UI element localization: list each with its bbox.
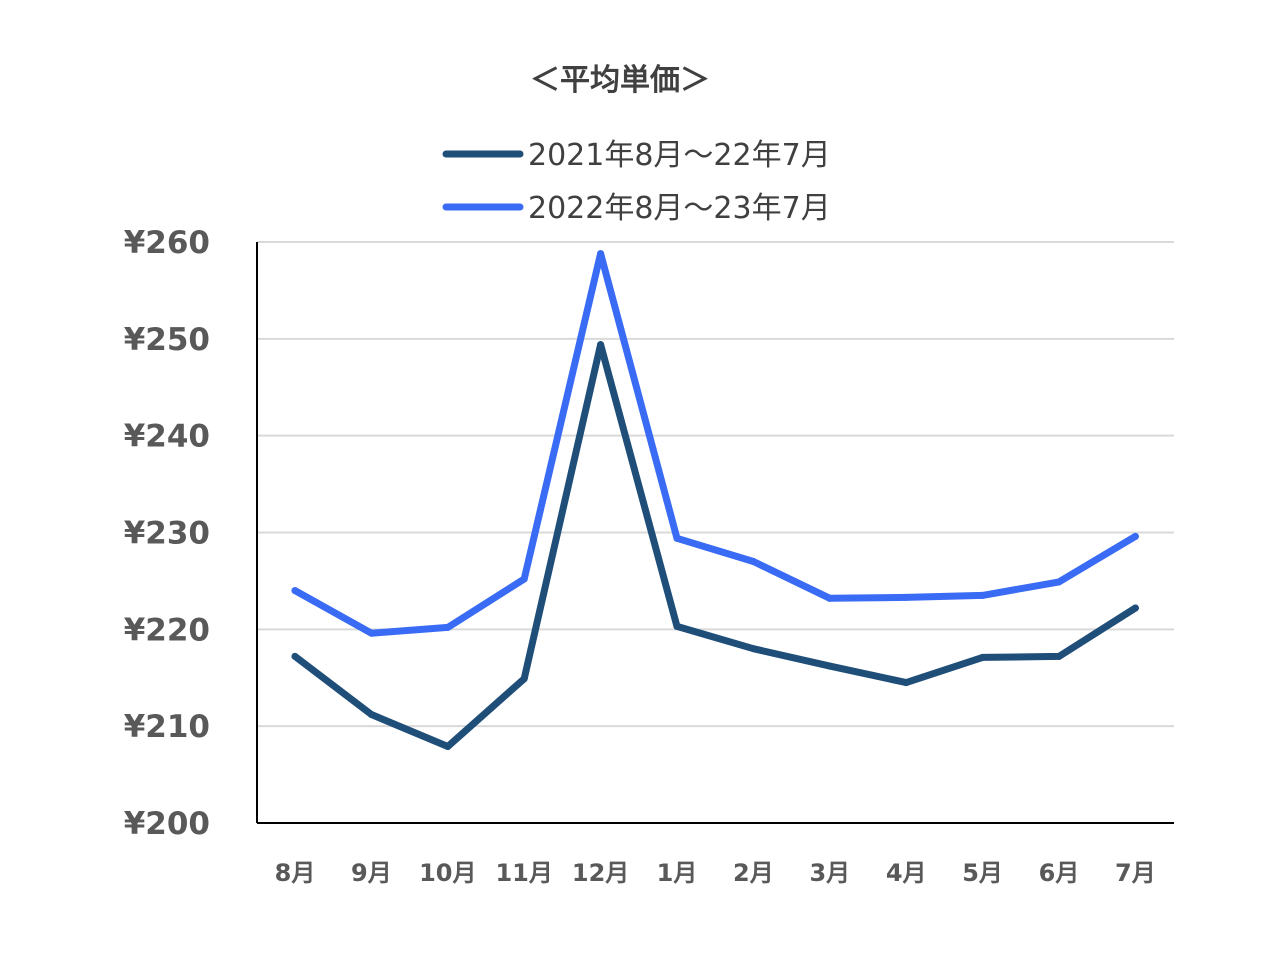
y-tick-label: ¥210 [124, 709, 210, 745]
series-layer [291, 250, 1139, 751]
data-point-series-2 [444, 623, 452, 631]
legend: 2021年8月～22年7月 2022年8月～23年7月 [442, 138, 831, 226]
y-tick-label: ¥200 [124, 806, 210, 842]
chart-title: ＜平均単価＞ [530, 63, 710, 98]
x-tick-label: 4月 [886, 859, 927, 887]
y-axis-ticks: ¥200 ¥210 ¥220 ¥230 ¥240 ¥250 ¥260 [124, 225, 210, 842]
data-point-series-2 [1131, 532, 1139, 540]
legend-label-series-2: 2022年8月～23年7月 [528, 191, 831, 226]
x-tick-label: 11月 [495, 859, 552, 887]
data-point-series-1 [444, 743, 452, 751]
data-point-series-2 [749, 558, 757, 566]
x-axis-ticks: 8月 9月 10月 11月 12月 1月 2月 3月 4月 5月 6月 7月 [275, 859, 1156, 887]
data-point-series-1 [1131, 604, 1139, 612]
data-point-series-2 [673, 534, 681, 542]
y-tick-label: ¥250 [124, 322, 210, 358]
x-tick-label: 8月 [275, 859, 316, 887]
data-point-series-2 [826, 594, 834, 602]
x-tick-label: 10月 [419, 859, 476, 887]
data-point-series-1 [1055, 652, 1063, 660]
data-point-series-1 [826, 662, 834, 670]
data-point-series-1 [520, 675, 528, 683]
data-point-series-1 [749, 645, 757, 653]
x-tick-label: 2月 [733, 859, 774, 887]
x-tick-label: 3月 [809, 859, 850, 887]
series-line-2 [291, 250, 1139, 637]
x-tick-label: 9月 [351, 859, 392, 887]
y-tick-label: ¥220 [124, 612, 210, 648]
x-tick-label: 7月 [1115, 859, 1156, 887]
x-tick-label: 1月 [657, 859, 698, 887]
data-point-series-2 [520, 575, 528, 583]
data-point-series-1 [673, 622, 681, 630]
x-tick-label: 6月 [1039, 859, 1080, 887]
y-tick-label: ¥260 [124, 225, 210, 261]
data-point-series-2 [902, 593, 910, 601]
data-point-series-1 [902, 679, 910, 687]
data-point-series-2 [367, 629, 375, 637]
data-point-series-1 [597, 341, 605, 349]
series-line-1 [291, 341, 1139, 750]
data-point-series-2 [979, 591, 987, 599]
y-tick-label: ¥230 [124, 516, 210, 552]
data-point-series-2 [597, 250, 605, 258]
data-point-series-2 [291, 587, 299, 595]
x-tick-label: 12月 [572, 859, 629, 887]
legend-item-series-1: 2021年8月～22年7月 [442, 138, 831, 173]
x-tick-label: 5月 [962, 859, 1003, 887]
data-point-series-1 [291, 652, 299, 660]
data-point-series-1 [979, 653, 987, 661]
legend-item-series-2: 2022年8月～23年7月 [442, 191, 831, 226]
legend-label-series-1: 2021年8月～22年7月 [528, 138, 831, 173]
data-point-series-1 [367, 711, 375, 719]
data-point-series-2 [1055, 578, 1063, 586]
y-tick-label: ¥240 [124, 419, 210, 455]
